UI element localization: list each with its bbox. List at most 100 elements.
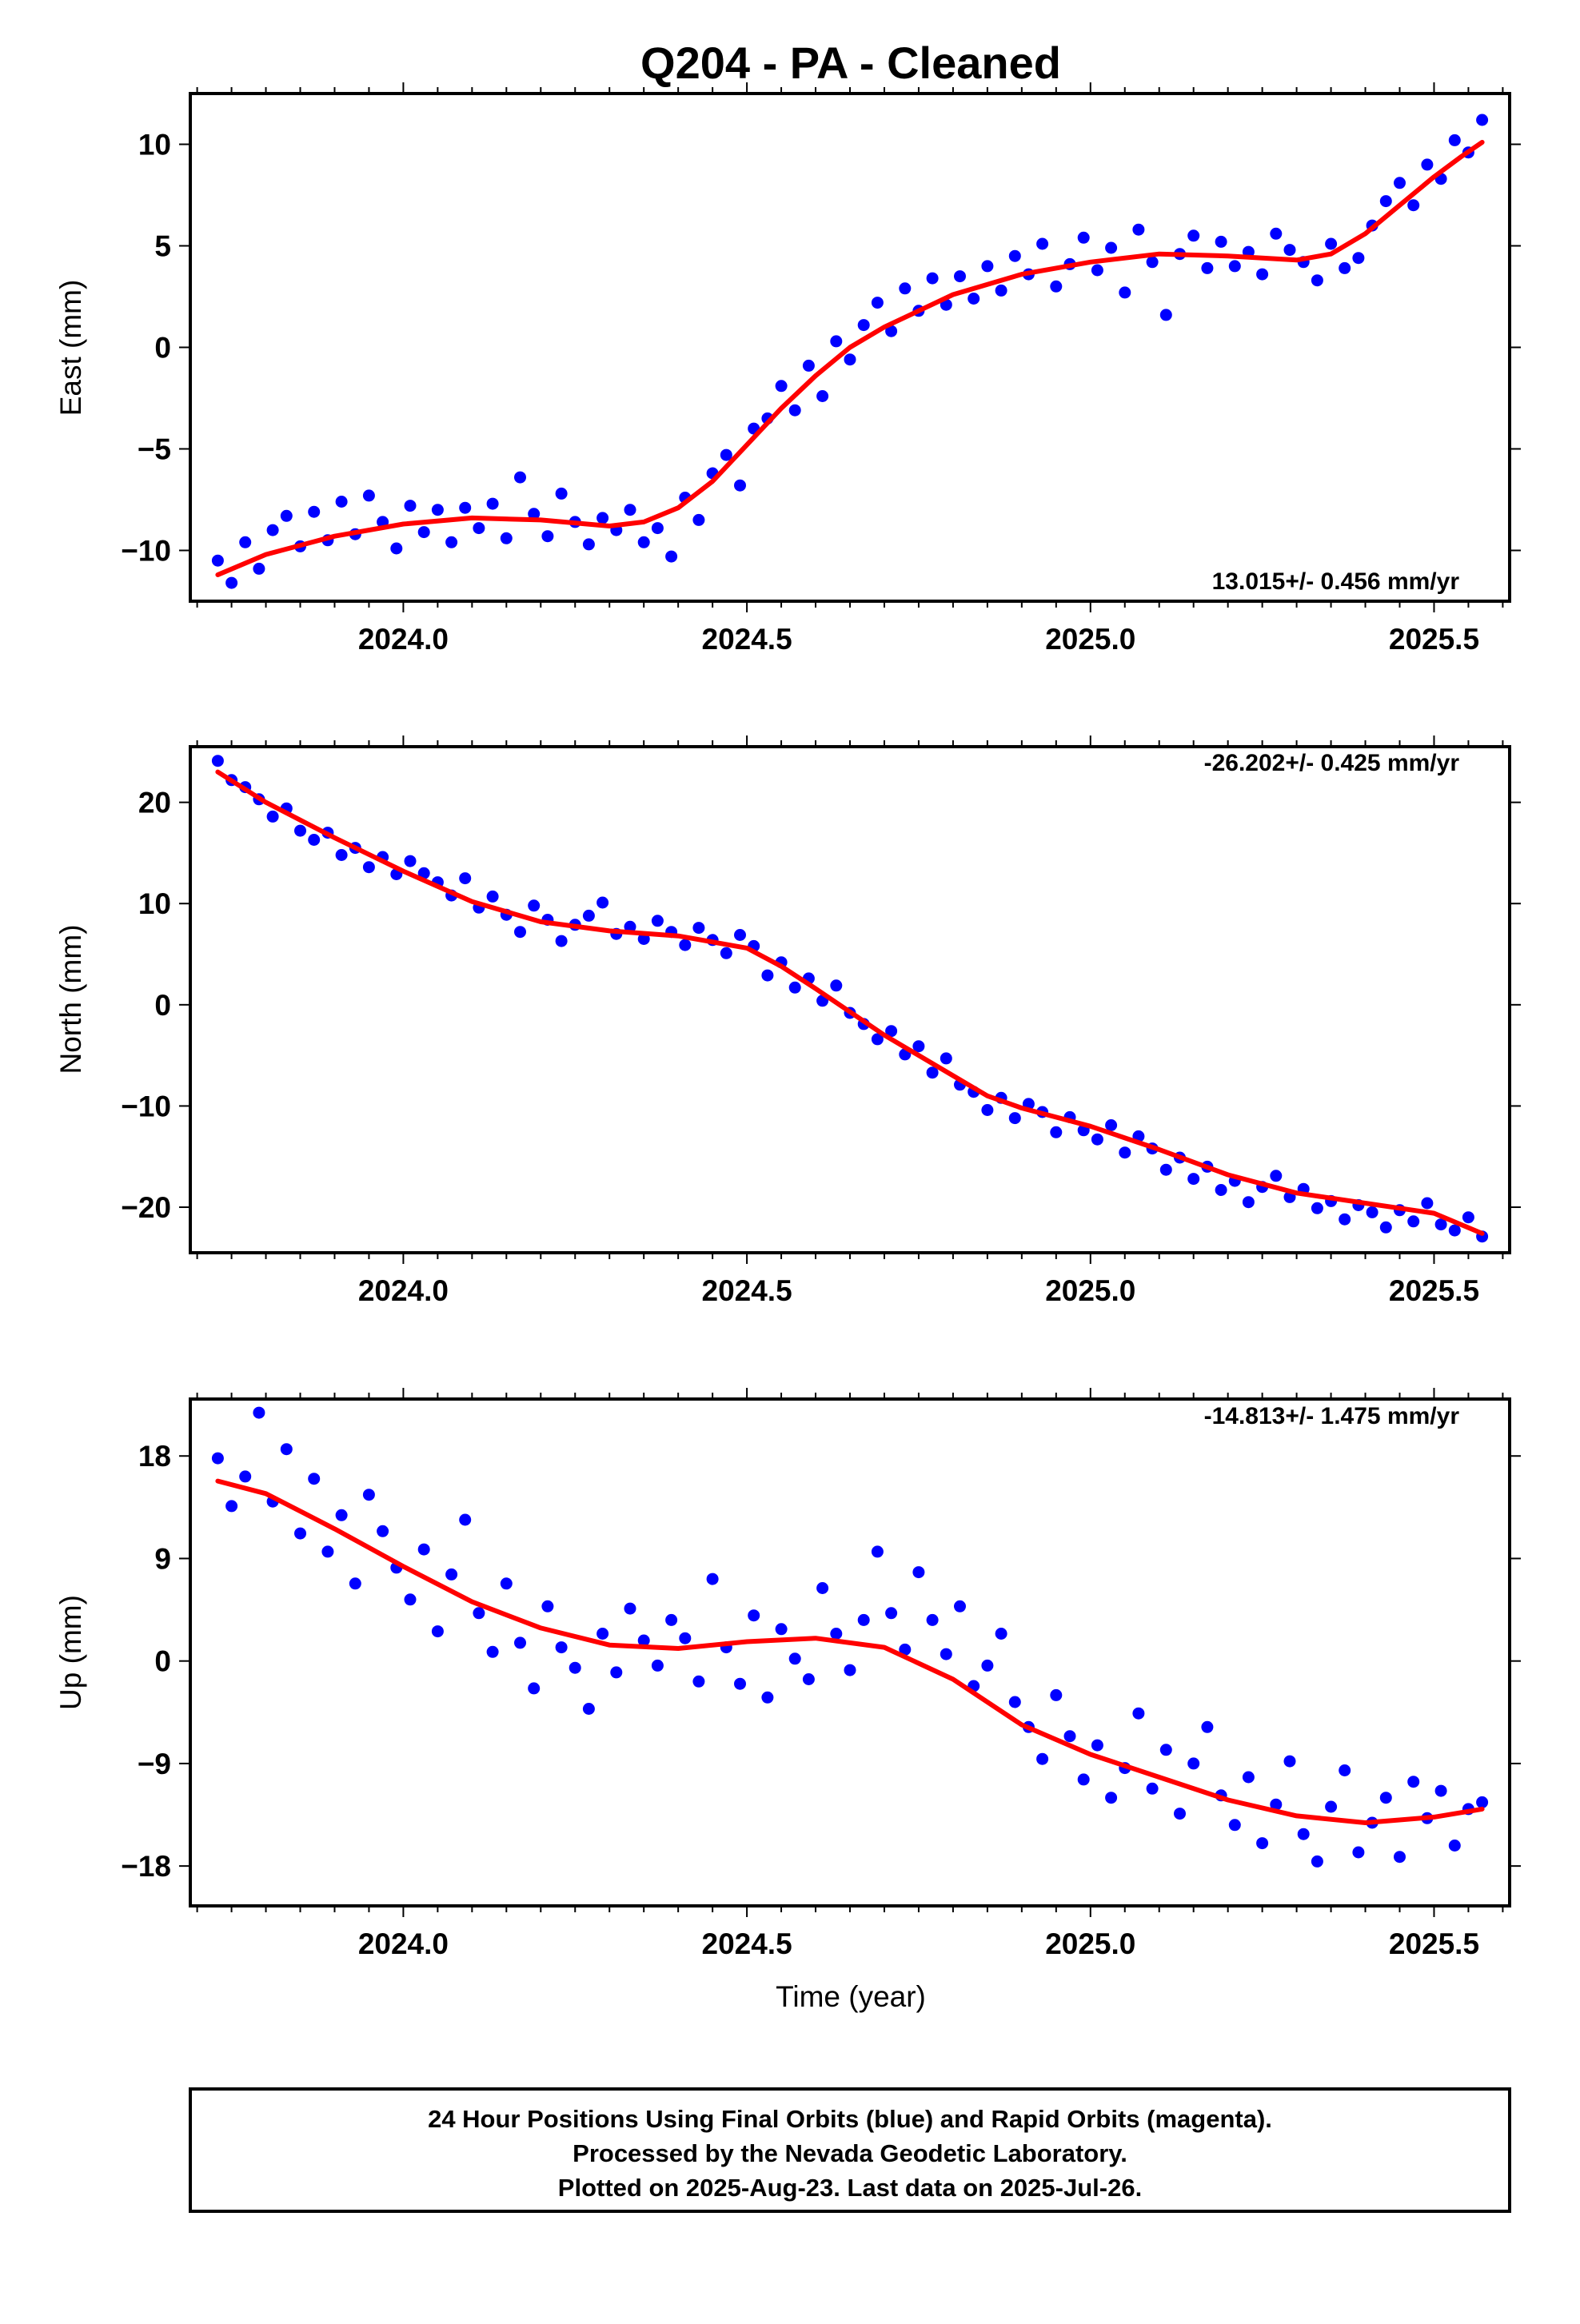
data-point-up bbox=[239, 1470, 252, 1483]
data-point-east bbox=[528, 508, 541, 520]
data-point-east bbox=[1146, 256, 1159, 269]
data-point-east bbox=[995, 284, 1007, 297]
data-point-up bbox=[404, 1593, 417, 1606]
data-point-up bbox=[871, 1545, 884, 1558]
data-point-north bbox=[981, 1104, 994, 1116]
data-point-up bbox=[569, 1661, 581, 1674]
data-point-up bbox=[555, 1641, 568, 1654]
rate-label-north: -26.202+/- 0.425 mm/yr bbox=[1204, 750, 1460, 776]
data-point-north bbox=[1119, 1146, 1131, 1159]
x-axis-label: Time (year) bbox=[776, 1980, 926, 2013]
data-point-east bbox=[968, 293, 980, 305]
y-tick-label-north: −20 bbox=[121, 1191, 171, 1224]
data-point-east bbox=[1394, 177, 1406, 189]
data-point-east bbox=[665, 550, 678, 563]
x-tick-label-east: 2025.5 bbox=[1389, 623, 1479, 656]
data-point-east bbox=[899, 282, 912, 295]
data-point-north bbox=[211, 755, 224, 767]
data-point-up bbox=[748, 1609, 760, 1622]
data-point-east bbox=[1448, 134, 1461, 146]
data-point-north bbox=[1311, 1202, 1323, 1214]
plot-area-north: 2024.0 2024.5 2025.0 2025.5 −20 −10 0 10 20 bbox=[121, 735, 1521, 1307]
data-point-up bbox=[1036, 1752, 1049, 1765]
data-point-north bbox=[486, 890, 499, 903]
x-tick-label-up: 2024.5 bbox=[702, 1927, 792, 1960]
data-point-east bbox=[981, 260, 994, 273]
data-point-east bbox=[1201, 261, 1214, 274]
data-point-up bbox=[912, 1566, 925, 1579]
data-point-up bbox=[582, 1703, 595, 1715]
data-point-north bbox=[761, 969, 774, 982]
data-point-north bbox=[1270, 1170, 1283, 1182]
data-point-up bbox=[1352, 1846, 1365, 1859]
data-point-north bbox=[514, 926, 526, 939]
y-tick-label-east: 10 bbox=[138, 129, 171, 161]
data-point-north bbox=[308, 834, 321, 846]
data-point-north bbox=[830, 979, 843, 992]
data-point-up bbox=[459, 1513, 472, 1526]
data-point-east bbox=[266, 524, 279, 536]
data-point-east bbox=[1091, 264, 1103, 277]
data-point-north bbox=[1407, 1215, 1420, 1228]
data-point-up bbox=[1325, 1800, 1338, 1813]
data-point-up bbox=[280, 1443, 293, 1456]
data-point-up bbox=[1379, 1792, 1392, 1804]
data-point-east bbox=[1352, 252, 1365, 265]
data-point-north bbox=[651, 915, 664, 927]
data-point-east bbox=[624, 504, 636, 516]
data-point-up bbox=[1476, 1796, 1489, 1808]
footer-line-2: Processed by the Nevada Geodetic Laborat… bbox=[573, 2139, 1127, 2167]
data-point-up bbox=[844, 1664, 856, 1676]
y-axis-label-up: Up (mm) bbox=[54, 1595, 87, 1710]
data-point-north bbox=[734, 929, 746, 941]
data-point-east bbox=[1325, 237, 1338, 250]
data-point-north bbox=[294, 824, 306, 837]
data-point-up bbox=[1187, 1757, 1200, 1770]
data-point-up bbox=[335, 1509, 348, 1521]
data-point-east bbox=[404, 500, 417, 512]
data-point-up bbox=[816, 1582, 829, 1594]
rate-label-east: 13.015+/- 0.456 mm/yr bbox=[1212, 568, 1460, 595]
x-tick-label-up: 2024.0 bbox=[358, 1927, 449, 1960]
points-up bbox=[211, 1406, 1489, 1868]
data-point-east bbox=[788, 404, 801, 417]
y-tick-label-east: 0 bbox=[154, 332, 171, 365]
data-point-up bbox=[1132, 1707, 1145, 1720]
y-tick-label-up: 18 bbox=[138, 1440, 171, 1473]
data-point-up bbox=[651, 1659, 664, 1672]
data-point-east bbox=[1159, 309, 1172, 321]
data-point-east bbox=[362, 489, 375, 502]
data-point-up bbox=[1159, 1744, 1172, 1756]
data-point-east bbox=[1050, 280, 1063, 293]
data-point-north bbox=[417, 867, 430, 879]
x-tick-label-up: 2025.5 bbox=[1389, 1927, 1479, 1960]
data-point-up bbox=[954, 1600, 966, 1612]
data-point-up bbox=[995, 1628, 1007, 1640]
points-north bbox=[211, 755, 1489, 1243]
data-point-east bbox=[1077, 231, 1090, 244]
plot-frame-up bbox=[189, 1397, 1511, 1907]
data-point-east bbox=[596, 512, 609, 524]
data-point-up bbox=[1256, 1837, 1269, 1850]
data-point-up bbox=[321, 1545, 334, 1558]
data-point-north bbox=[335, 849, 348, 861]
plot-area-east: 2024.0 2024.5 2025.0 2025.5 −10 −5 0 5 10 bbox=[121, 82, 1521, 656]
data-point-north bbox=[926, 1066, 939, 1079]
data-point-east bbox=[541, 530, 554, 543]
y-tick-label-north: 20 bbox=[138, 787, 171, 819]
footer-line-3: Plotted on 2025-Aug-23. Last data on 202… bbox=[558, 2174, 1142, 2202]
y-tick-label-east: 5 bbox=[154, 230, 171, 263]
data-point-up bbox=[1448, 1840, 1461, 1852]
data-point-north bbox=[1091, 1133, 1103, 1146]
data-point-east bbox=[1008, 249, 1021, 262]
data-point-east bbox=[486, 497, 499, 510]
y-tick-label-up: 9 bbox=[154, 1542, 171, 1575]
data-point-east bbox=[1187, 229, 1200, 242]
data-point-east bbox=[280, 509, 293, 522]
footer-line-1: 24 Hour Positions Using Final Orbits (bl… bbox=[428, 2105, 1272, 2133]
data-point-up bbox=[1105, 1792, 1118, 1804]
data-point-north bbox=[720, 947, 732, 959]
data-point-east bbox=[1421, 158, 1434, 171]
data-point-north bbox=[788, 981, 801, 994]
data-point-up bbox=[1311, 1855, 1323, 1868]
